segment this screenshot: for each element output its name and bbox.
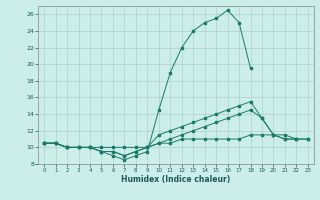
X-axis label: Humidex (Indice chaleur): Humidex (Indice chaleur) <box>121 175 231 184</box>
